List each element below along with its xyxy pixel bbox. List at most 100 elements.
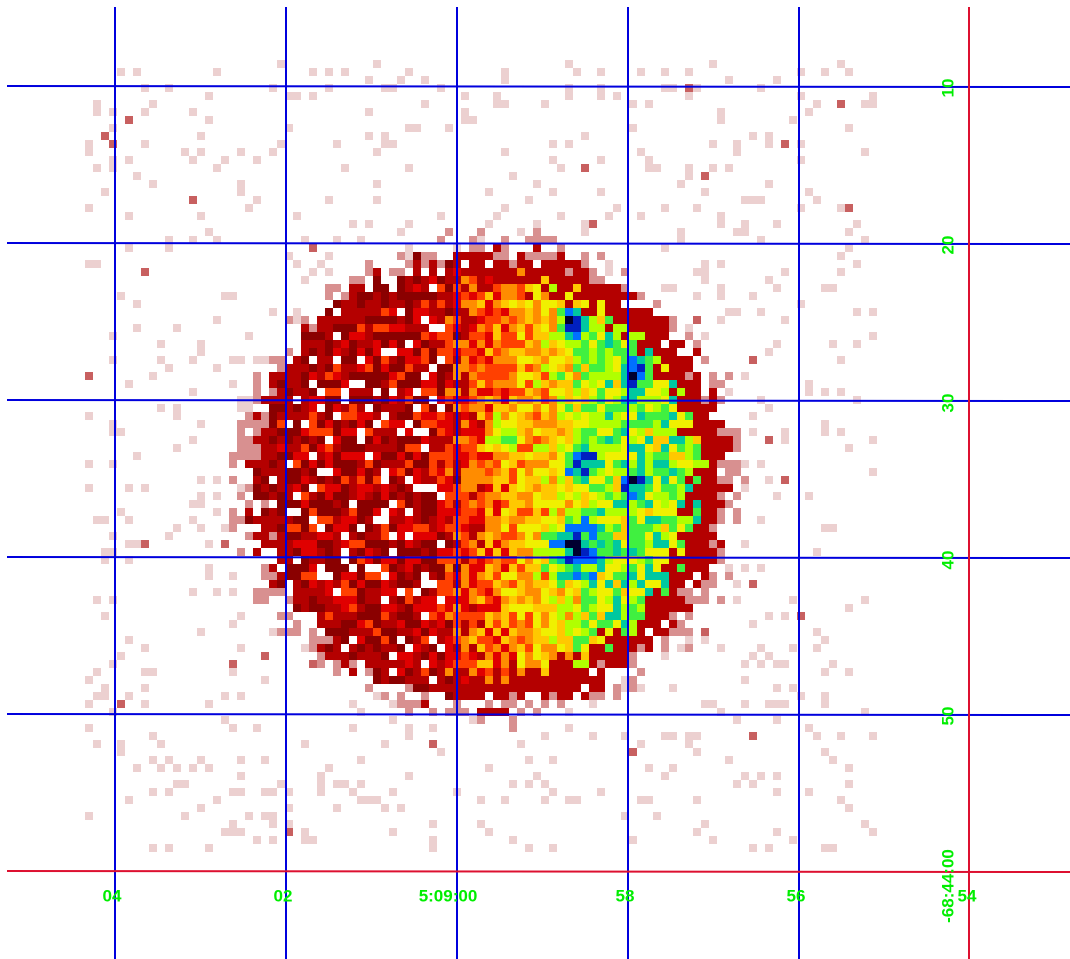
pixel [525,468,533,476]
pixel [565,140,573,148]
pixel [189,356,197,364]
pixel [725,500,733,508]
pixel [525,412,533,420]
pixel [461,492,469,500]
pixel [557,292,565,300]
pixel [645,164,653,172]
pixel [493,380,501,388]
pixel [477,564,485,572]
pixel [757,460,765,468]
pixel [685,636,693,644]
pixel [293,540,301,548]
pixel [237,828,245,836]
pixel [573,516,581,524]
pixel [325,500,333,508]
pixel [365,588,373,596]
pixel [549,324,557,332]
pixel [341,164,349,172]
pixel [469,244,477,252]
pixel [749,580,757,588]
pixel [277,460,285,468]
pixel [549,604,557,612]
pixel [613,380,621,388]
pixel [613,620,621,628]
pixel [701,260,709,268]
pixel [405,612,413,620]
pixel [445,492,453,500]
pixel [229,452,237,460]
pixel [637,500,645,508]
pixel [717,516,725,524]
pixel [485,428,493,436]
pixel [237,612,245,620]
pixel [677,548,685,556]
pixel [373,692,381,700]
pixel [421,676,429,684]
pixel [389,540,397,548]
pixel [629,100,637,108]
pixel [477,292,485,300]
pixel [661,356,669,364]
pixel [517,572,525,580]
pixel [637,388,645,396]
pixel [493,620,501,628]
pixel [525,644,533,652]
pixel [261,812,269,820]
pixel [421,564,429,572]
pixel [493,92,501,100]
pixel [597,588,605,596]
pixel [517,284,525,292]
pixel [669,588,677,596]
pixel [421,636,429,644]
pixel [413,436,421,444]
pixel [613,316,621,324]
pixel [493,588,501,596]
pixel [605,612,613,620]
pixel [581,268,589,276]
pixel [757,772,765,780]
pixel [229,820,237,828]
pixel [341,636,349,644]
pixel [869,468,877,476]
pixel [349,484,357,492]
pixel [405,348,413,356]
pixel [365,508,373,516]
pixel [613,284,621,292]
pixel [677,388,685,396]
pixel [541,628,549,636]
pixel [429,476,437,484]
pixel [261,540,269,548]
pixel [389,460,397,468]
pixel [597,460,605,468]
pixel [541,468,549,476]
pixel [677,460,685,468]
pixel [437,612,445,620]
pixel [789,836,797,844]
pixel [533,532,541,540]
pixel [237,452,245,460]
pixel [317,460,325,468]
pixel [669,524,677,532]
pixel [317,348,325,356]
pixel [293,484,301,492]
pixel [541,532,549,540]
y-label: 30 [938,394,957,413]
pixel [301,356,309,364]
pixel [605,348,613,356]
pixel [301,316,309,324]
pixel [709,428,717,436]
pixel [533,564,541,572]
pixel [645,468,653,476]
pixel [509,628,517,636]
pixel [749,412,757,420]
pixel [125,692,133,700]
pixel [93,740,101,748]
pixel [229,788,237,796]
pixel [341,372,349,380]
pixel [549,572,557,580]
pixel [717,548,725,556]
pixel [437,652,445,660]
pixel [477,668,485,676]
pixel [589,436,597,444]
pixel [317,636,325,644]
